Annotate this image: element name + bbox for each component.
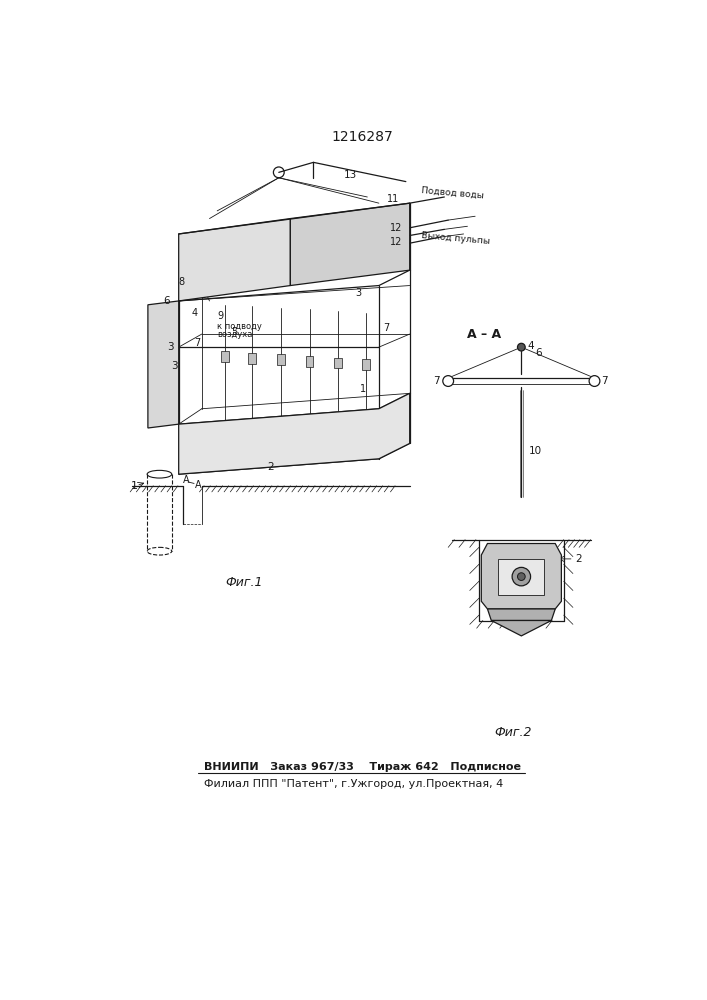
Polygon shape <box>487 609 555 620</box>
Circle shape <box>512 567 530 586</box>
Text: 1216287: 1216287 <box>331 130 393 144</box>
Text: A: A <box>195 480 201 490</box>
Bar <box>248 353 256 364</box>
Circle shape <box>518 573 525 580</box>
Circle shape <box>518 343 525 351</box>
Text: 6: 6 <box>163 296 170 306</box>
Bar <box>334 358 342 368</box>
Text: А – А: А – А <box>467 328 501 341</box>
Text: воздуха: воздуха <box>217 330 252 339</box>
Text: 6: 6 <box>535 348 542 358</box>
Text: A: A <box>182 475 189 485</box>
Polygon shape <box>179 219 291 301</box>
Circle shape <box>443 376 454 386</box>
Text: 13: 13 <box>344 170 358 180</box>
Bar <box>362 359 370 370</box>
Bar <box>221 351 229 362</box>
Text: Фиг.2: Фиг.2 <box>494 726 532 739</box>
Text: 7: 7 <box>382 323 389 333</box>
Text: 5: 5 <box>231 327 238 337</box>
Text: 2: 2 <box>267 462 274 472</box>
Text: 7: 7 <box>433 376 440 386</box>
Bar <box>305 356 313 367</box>
Text: 9: 9 <box>217 311 223 321</box>
Text: Выход пульпы: Выход пульпы <box>421 231 490 246</box>
Polygon shape <box>481 544 561 609</box>
Text: 12: 12 <box>390 223 403 233</box>
Text: Фиг.1: Фиг.1 <box>225 576 262 588</box>
Polygon shape <box>498 559 544 595</box>
Text: 2: 2 <box>575 554 582 564</box>
Polygon shape <box>491 620 551 636</box>
Text: 8: 8 <box>179 277 185 287</box>
Text: 4: 4 <box>527 341 534 351</box>
Text: 4: 4 <box>192 308 198 318</box>
Text: 12: 12 <box>390 237 403 247</box>
Polygon shape <box>179 393 409 474</box>
Circle shape <box>589 376 600 386</box>
Text: 3: 3 <box>356 288 362 298</box>
Text: 10: 10 <box>529 446 542 456</box>
Text: Филиал ППП "Патент", г.Ужгород, ул.Проектная, 4: Филиал ППП "Патент", г.Ужгород, ул.Проек… <box>204 779 503 789</box>
Bar <box>277 354 285 365</box>
Polygon shape <box>291 203 409 286</box>
Text: к подводу: к подводу <box>217 322 262 331</box>
Text: Подвод воды: Подвод воды <box>421 186 484 201</box>
Text: 1: 1 <box>131 481 138 491</box>
Text: 7: 7 <box>194 338 200 348</box>
Text: 3: 3 <box>171 361 177 371</box>
Text: 7: 7 <box>601 376 608 386</box>
Text: 3: 3 <box>167 342 174 352</box>
Text: 1: 1 <box>360 384 366 394</box>
Text: ВНИИПИ   Заказ 967/33    Тираж 642   Подписное: ВНИИПИ Заказ 967/33 Тираж 642 Подписное <box>204 762 521 772</box>
Polygon shape <box>148 301 179 428</box>
Text: 11: 11 <box>387 194 399 204</box>
